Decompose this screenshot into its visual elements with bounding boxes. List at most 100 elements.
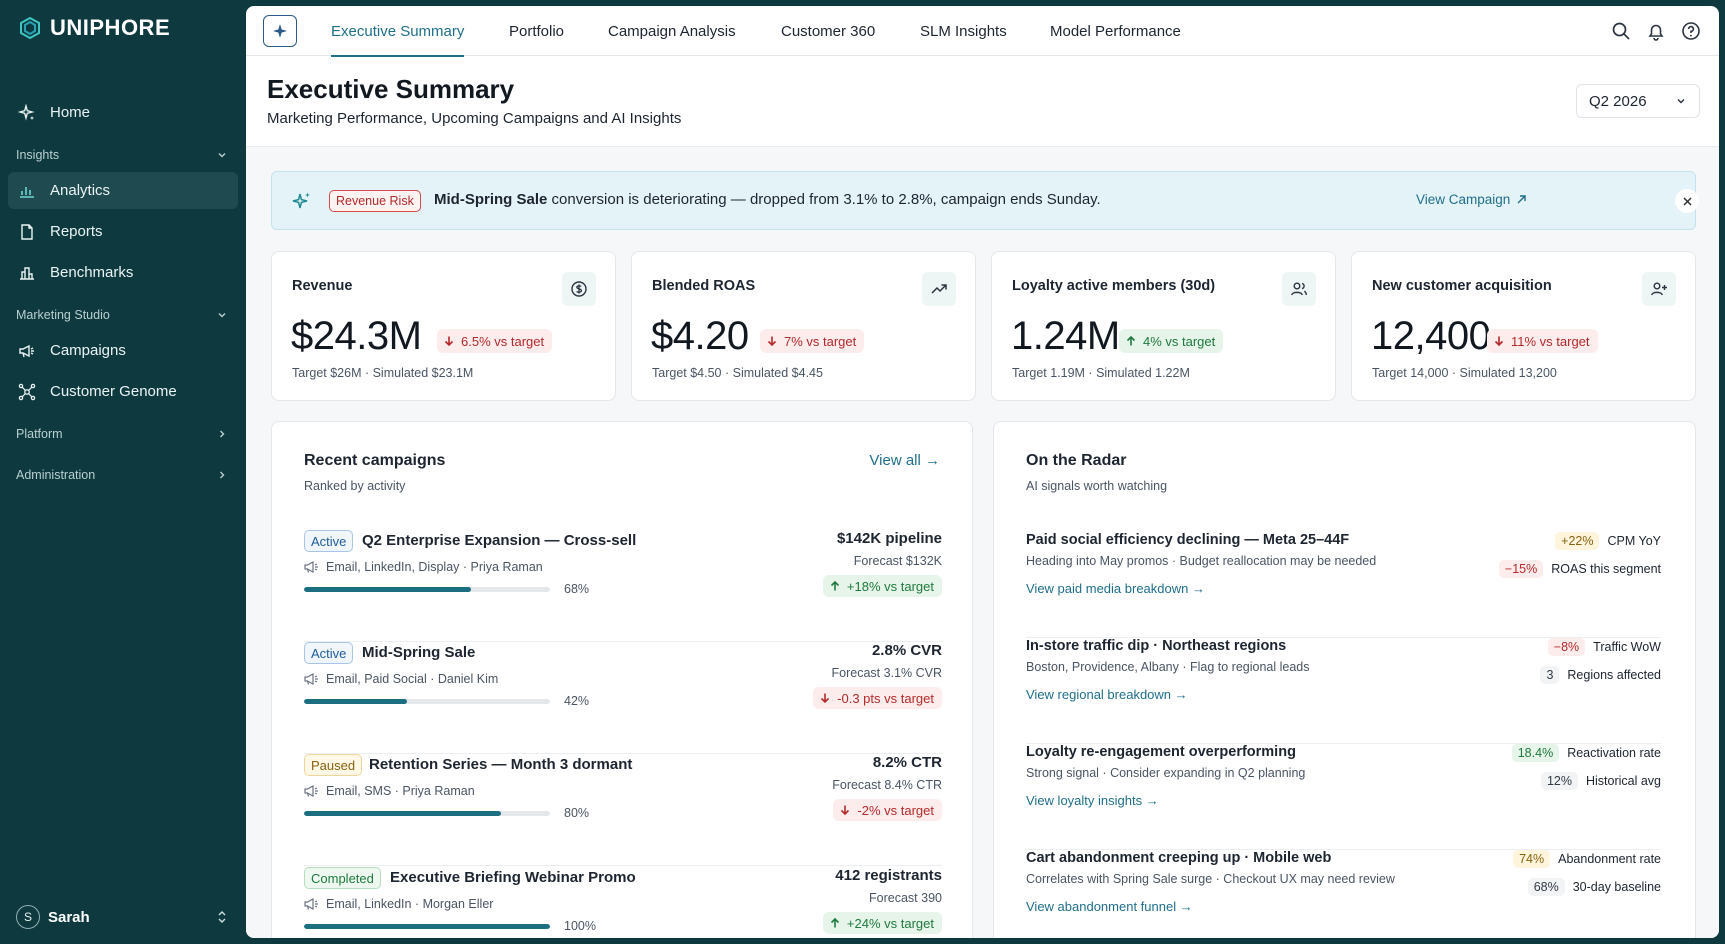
view-all-link[interactable]: View all → [869,452,940,469]
kpi-delta-text: 11% vs target [1511,333,1590,349]
tab-executive-summary[interactable]: Executive Summary [331,6,465,57]
signal-link[interactable]: View regional breakdown → [1026,687,1188,702]
close-icon [1682,196,1692,206]
tab-model-performance[interactable]: Model Performance [1050,22,1181,40]
sidebar-item-label: Customer Genome [50,383,177,400]
panel-subtitle: AI signals worth watching [1026,479,1168,493]
tab-portfolio[interactable]: Portfolio [509,22,565,40]
revenue-risk-badge: Revenue Risk [329,190,421,212]
chevron-down-icon [1677,98,1685,104]
panel-title: On the Radar [1026,452,1127,469]
alert-body: conversion is deteriorating — dropped fr… [551,191,1101,208]
signal-label: Historical avg [1585,774,1661,788]
signal-chip: 68% [1527,878,1565,896]
signal-chip: 12% [1540,772,1578,790]
campaign-meta: Email, Paid Social · Daniel Kim [304,672,498,686]
brand[interactable]: UNIPHORE [16,14,170,42]
close-alert-button[interactable] [1675,189,1699,213]
sidebar-item-reports[interactable]: Reports [8,213,238,250]
campaign-progress-bar [304,811,550,816]
kpi-value: $4.20 [651,314,749,358]
signal-label: CPM YoY [1607,534,1661,548]
kpi-label: Loyalty active members (30d) [1012,278,1216,294]
sidebar-item-campaigns[interactable]: Campaigns [8,332,238,369]
kpi-delta-badge: 11% vs target [1487,329,1598,353]
brand-name: UNIPHORE [50,15,171,40]
view-campaign-link[interactable]: View Campaign [1416,192,1527,207]
divider [304,865,942,866]
kpi-label: New customer acquisition [1372,278,1552,294]
signal-title: Loyalty re-engagement overperforming [1026,744,1296,760]
sidebar-section-administration[interactable]: Administration [16,464,228,486]
user-plus-icon [1642,272,1676,306]
sidebar-item-home[interactable]: Home [8,94,238,131]
arrow-up-icon [1126,335,1136,346]
tab-campaign-analysis[interactable]: Campaign Analysis [608,22,736,40]
sidebar-item-label: Analytics [50,182,111,199]
sidebar-item-analytics[interactable]: Analytics [8,172,238,209]
radar-signal-row: Loyalty re-engagement overperforming Str… [1026,744,1661,850]
campaign-channels: Email, SMS · Priya Raman [326,784,475,798]
benchmark-icon [18,264,36,282]
signal-metric: −8% Traffic WoW [1547,636,1661,658]
kpi-card-loyalty-members[interactable]: Loyalty active members (30d) 1.24M 4% vs… [991,251,1336,401]
sidebar-item-label: Benchmarks [50,264,134,281]
campaign-metric: $142K pipeline [836,530,942,547]
progress-fill [304,811,501,816]
campaign-progress-bar [304,924,550,929]
campaign-channels: Email, LinkedIn, Display · Priya Raman [326,560,543,574]
signal-title: Paid social efficiency declining — Meta … [1026,532,1350,548]
campaign-delta-badge: +18% vs target [822,575,942,597]
sidebar-section-marketing-studio[interactable]: Marketing Studio [16,304,228,326]
kpi-value: 12,400 [1371,314,1491,358]
signal-description: Boston, Providence, Albany · Flag to reg… [1026,660,1310,674]
tab-slm-insights[interactable]: SLM Insights [920,22,1007,40]
kpi-card-new-customer-acquisition[interactable]: New customer acquisition 12,400 11% vs t… [1351,251,1696,401]
campaign-row[interactable]: Active Mid-Spring Sale Email, Paid Socia… [304,642,942,754]
dollar-icon [562,272,596,306]
help-icon[interactable] [1680,20,1702,42]
section-label: Marketing Studio [16,308,110,322]
alert-subject: Mid-Spring Sale [434,191,548,208]
kpi-card-revenue[interactable]: Revenue $24.3M 6.5% vs target Target $26… [271,251,616,401]
sidebar-item-benchmarks[interactable]: Benchmarks [8,254,238,291]
signal-description: Strong signal · Consider expanding in Q2… [1026,766,1306,780]
search-icon[interactable] [1610,20,1632,42]
radar-signal-row: In-store traffic dip · Northeast regions… [1026,638,1661,744]
megaphone-icon [304,560,318,574]
progress-percent: 68% [564,582,590,596]
status-badge: Active [304,530,354,552]
signal-title: Cart abandonment creeping up · Mobile we… [1026,850,1332,866]
campaign-forecast: Forecast 390 [869,891,942,905]
user-menu[interactable]: S Sarah [16,904,228,930]
kpi-footer: Target 1.19M · Simulated 1.22M [1012,366,1190,380]
divider [304,641,942,642]
megaphone-icon [304,897,318,911]
campaign-row[interactable]: Completed Executive Briefing Webinar Pro… [304,867,942,938]
signal-link[interactable]: View paid media breakdown → [1026,581,1205,596]
kpi-value: 1.24M [1011,314,1120,358]
campaign-row[interactable]: Active Q2 Enterprise Expansion — Cross-s… [304,530,942,642]
period-select[interactable]: Q2 2026 [1576,84,1700,118]
campaign-forecast: Forecast $132K [853,554,942,568]
signal-label: 30-day baseline [1572,880,1661,894]
signal-link[interactable]: View loyalty insights → [1026,793,1159,808]
sidebar-item-customer-genome[interactable]: Customer Genome [8,373,238,410]
panel-title: Recent campaigns [304,452,446,469]
section-label: Administration [16,468,96,482]
campaign-delta-text: -2% vs target [857,802,934,818]
kpi-card-blended-roas[interactable]: Blended ROAS $4.20 7% vs target Target $… [631,251,976,401]
campaign-row[interactable]: Paused Retention Series — Month 3 dorman… [304,754,942,866]
ai-assistant-button[interactable] [263,15,297,47]
campaign-name: Retention Series — Month 3 dormant [369,756,633,773]
radar-signal-row: Paid social efficiency declining — Meta … [1026,532,1661,638]
sidebar-section-platform[interactable]: Platform [16,423,228,445]
signal-link[interactable]: View abandonment funnel → [1026,899,1193,914]
signal-chip: +22% [1555,532,1600,550]
network-icon [18,383,36,401]
tab-customer-360[interactable]: Customer 360 [781,22,876,40]
bell-icon[interactable] [1645,20,1667,42]
signal-description: Correlates with Spring Sale surge · Chec… [1026,872,1395,886]
chevron-right-icon [220,471,225,479]
sidebar-section-insights[interactable]: Insights [16,144,228,166]
